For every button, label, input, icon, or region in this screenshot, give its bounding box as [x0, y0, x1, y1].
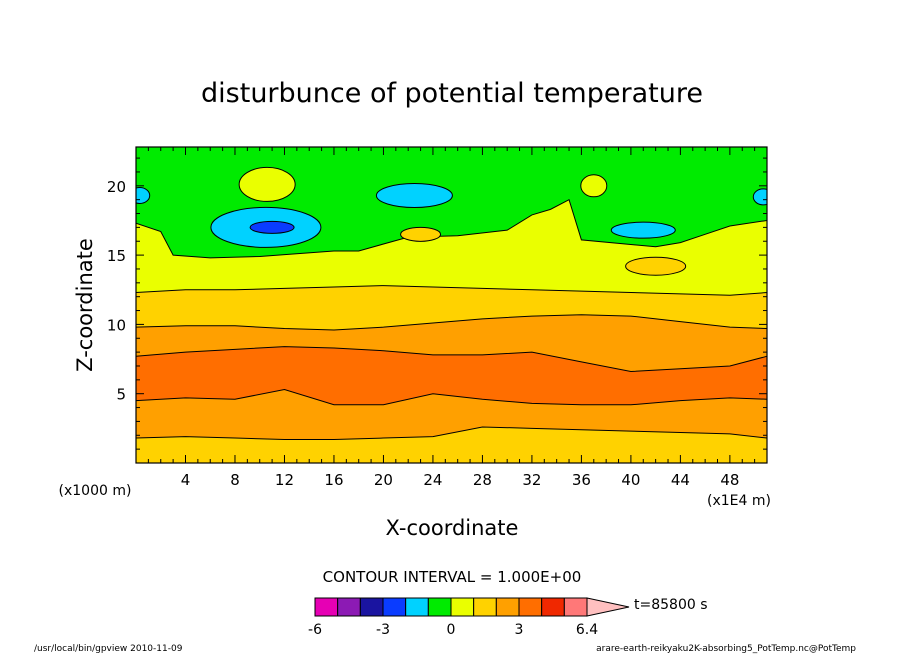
contour-blob	[136, 187, 151, 205]
x-tick-label: 24	[423, 471, 442, 489]
colorbar-box	[541, 597, 565, 617]
contour-blob	[580, 174, 608, 198]
chart-title: disturbunce of potential temperature	[201, 78, 703, 109]
colorbar-box	[314, 597, 339, 617]
colorbar-tick-label: -6	[308, 622, 322, 638]
x-axis-label: X-coordinate	[386, 516, 519, 540]
colorbar-box	[473, 597, 497, 617]
footer-right: arare-earth-reikyaku2K-absorbing5_PotTem…	[596, 644, 856, 654]
contour-blob	[610, 221, 676, 239]
y-tick-label: 5	[116, 386, 126, 404]
colorbar-tick-label: -3	[376, 622, 390, 638]
x-tick-label: 28	[473, 471, 492, 489]
contour-blob	[752, 188, 767, 206]
colorbar-box	[450, 597, 475, 617]
y-axis-label: Z-coordinate	[73, 238, 97, 372]
x-tick-label: 44	[671, 471, 690, 489]
x-tick-label: 12	[275, 471, 294, 489]
x-tick-label: 36	[572, 471, 591, 489]
time-label: t=85800 s	[634, 597, 708, 613]
colorbar-box	[518, 597, 543, 617]
x-unit-right: (x1E4 m)	[707, 493, 771, 509]
contour-blob	[400, 226, 442, 242]
colorbar-box	[563, 597, 588, 617]
x-axis: 4 8 12 16 20 24 28 32 36 40 44 48	[147, 147, 756, 489]
x-tick-label: 40	[621, 471, 640, 489]
x-unit-left: (x1000 m)	[59, 483, 132, 499]
colorbar: -6 -3 0 3 6.4	[308, 597, 630, 638]
x-tick-label: 20	[374, 471, 393, 489]
colorbar-tick-label: 6.4	[576, 622, 598, 638]
x-tick-label: 32	[522, 471, 541, 489]
contour-band	[136, 426, 767, 463]
contour-blob	[375, 183, 453, 209]
colorbar-box	[382, 597, 407, 617]
colorbar-tick-label: 0	[447, 622, 456, 638]
colorbar-tick-label: 3	[515, 622, 524, 638]
y-axis: 5 10 15 20	[107, 157, 767, 450]
colorbar-box	[427, 597, 452, 617]
footer-left: /usr/local/bin/gpview 2010-11-09	[34, 644, 183, 654]
y-tick-label: 15	[107, 247, 126, 265]
colorbar-box	[405, 597, 429, 617]
y-tick-label: 20	[107, 178, 126, 196]
y-tick-label: 10	[107, 316, 126, 334]
x-tick-label: 48	[720, 471, 739, 489]
x-tick-label: 16	[324, 471, 343, 489]
colorbar-box	[337, 597, 361, 617]
contour-blob	[249, 220, 295, 234]
plot-frame	[135, 146, 768, 464]
colorbar-box	[495, 597, 520, 617]
contour-blob	[625, 256, 687, 276]
colorbar-box	[359, 597, 384, 617]
plot-area	[135, 146, 768, 464]
colorbar-arrow	[586, 597, 630, 617]
contour-blob	[238, 166, 296, 202]
x-tick-label: 8	[230, 471, 240, 489]
x-tick-label: 4	[181, 471, 191, 489]
contour-interval-label: CONTOUR INTERVAL = 1.000E+00	[323, 568, 582, 586]
